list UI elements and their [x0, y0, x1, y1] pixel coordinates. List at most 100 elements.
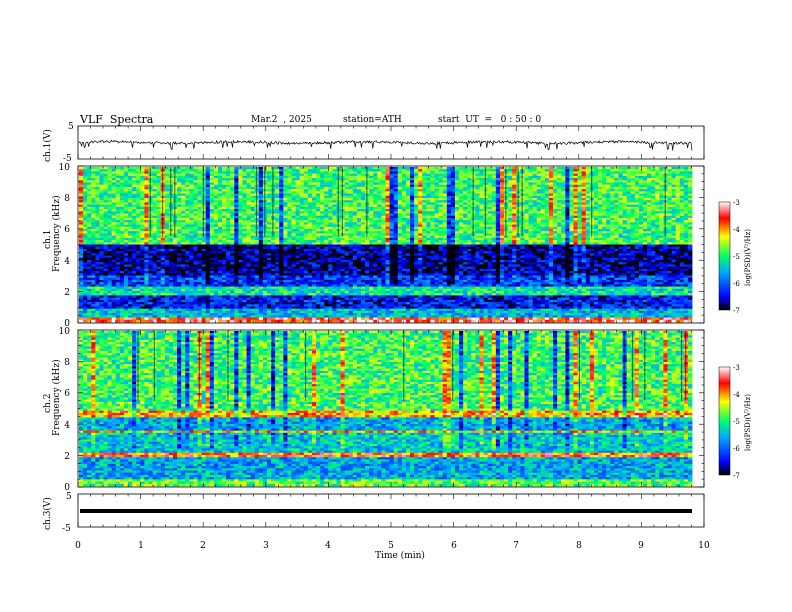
spectrogram-cell — [214, 236, 218, 239]
spectrogram-cell — [541, 178, 545, 181]
spectrogram-cell — [410, 194, 414, 197]
spectrogram-cell — [655, 200, 659, 203]
spectrogram-cell — [308, 200, 312, 203]
spectrogram-cell — [165, 194, 169, 197]
spectrogram-cell — [586, 200, 590, 203]
spectrogram-cell — [414, 189, 418, 192]
spectrogram-cell — [214, 205, 218, 208]
spectrogram-cell — [79, 240, 83, 243]
spectrogram-cell — [463, 205, 467, 208]
spectrogram-cell — [610, 185, 614, 188]
spectrogram-cell — [91, 231, 95, 234]
spectrogram-cell — [124, 231, 128, 234]
spectrogram-cell — [459, 205, 463, 208]
spectrogram-cell — [459, 169, 463, 172]
spectrogram-cell — [279, 220, 283, 223]
spectrogram-cell — [676, 209, 680, 212]
spectrogram-cell — [177, 216, 181, 219]
spectrogram-cell — [198, 231, 202, 234]
spectrogram-cell — [308, 236, 312, 239]
spectrogram-cell — [410, 209, 414, 212]
spectrogram-cell — [639, 200, 643, 203]
spectrogram-cell — [242, 205, 246, 208]
spectrogram-cell — [676, 220, 680, 223]
spectrogram-cell — [426, 231, 430, 234]
spectrogram-cell — [193, 185, 197, 188]
spectrogram-cell — [496, 194, 500, 197]
spectrogram-cell — [602, 200, 606, 203]
spectrogram-cell — [676, 216, 680, 219]
spectrogram-cell — [377, 231, 381, 234]
spectrogram-cell — [435, 194, 439, 197]
spectrogram-cell — [267, 185, 271, 188]
spectrogram-cell — [136, 189, 140, 192]
spectrogram-cell — [447, 205, 451, 208]
spectrogram-cell — [104, 189, 108, 192]
spectrogram-cell — [222, 174, 226, 177]
spectrogram-cell — [369, 209, 373, 212]
spectrogram-cell — [659, 185, 663, 188]
spectrogram-cell — [606, 194, 610, 197]
spectrogram-cell — [676, 231, 680, 234]
spectrogram-cell — [386, 231, 390, 234]
spectrogram-cell — [439, 216, 443, 219]
spectrogram-cell — [631, 225, 635, 228]
spectrogram-cell — [390, 194, 394, 197]
spectrogram-cell — [279, 236, 283, 239]
spectrogram-cell — [598, 194, 602, 197]
spectrogram-cell — [443, 209, 447, 212]
spectrogram-cell — [247, 200, 251, 203]
spectrogram-cell — [390, 216, 394, 219]
spectrogram-cell — [304, 209, 308, 212]
spectrogram-cell — [300, 225, 304, 228]
spectrogram-cell — [283, 225, 287, 228]
spectrogram-cell — [475, 185, 479, 188]
spectrogram-cell — [308, 185, 312, 188]
spectrogram-cell — [132, 200, 136, 203]
spectrogram-cell — [475, 209, 479, 212]
spectrogram-cell — [586, 209, 590, 212]
spectrogram-cell — [614, 225, 618, 228]
spectrogram-cell — [443, 178, 447, 181]
spectrogram-cell — [181, 216, 185, 219]
spectrogram-cell — [99, 185, 103, 188]
spectrogram-cell — [533, 200, 537, 203]
spectrogram-cell — [222, 236, 226, 239]
spectrogram-cell — [226, 174, 230, 177]
spectrogram-cell — [91, 174, 95, 177]
spectrogram-cell — [676, 185, 680, 188]
spectrogram-cell — [545, 194, 549, 197]
spectrogram-cell — [496, 185, 500, 188]
spectrogram-cell — [390, 225, 394, 228]
spectrogram-cell — [189, 236, 193, 239]
spectrogram-cell — [95, 200, 99, 203]
spectrogram-cell — [463, 225, 467, 228]
spectrogram-cell — [95, 236, 99, 239]
spectrogram-cell — [533, 178, 537, 181]
spectrogram-cell — [108, 189, 112, 192]
spectrogram-cell — [500, 225, 504, 228]
spectrogram-cell — [406, 216, 410, 219]
spectrogram-cell — [606, 178, 610, 181]
spectrogram-cell — [267, 220, 271, 223]
spectrogram-cell — [214, 216, 218, 219]
spectrogram-cell — [672, 189, 676, 192]
spectrogram-cell — [234, 200, 238, 203]
spectrogram-cell — [582, 216, 586, 219]
spectrogram-cell — [108, 216, 112, 219]
spectrogram-cell — [120, 231, 124, 234]
spectrogram-cell — [459, 185, 463, 188]
spectrogram-cell — [95, 174, 99, 177]
spectrogram-cell — [475, 200, 479, 203]
spectrogram-cell — [627, 174, 631, 177]
spectrogram-cell — [418, 194, 422, 197]
spectrogram-cell — [157, 205, 161, 208]
spectrogram-cell — [475, 189, 479, 192]
spectrogram-cell — [643, 209, 647, 212]
spectrogram-cell — [320, 169, 324, 172]
spectrogram-cell — [300, 216, 304, 219]
spectrogram-cell — [541, 189, 545, 192]
spectrogram-cell — [594, 209, 598, 212]
spectrogram-cell — [230, 178, 234, 181]
spectrogram-cell — [418, 189, 422, 192]
